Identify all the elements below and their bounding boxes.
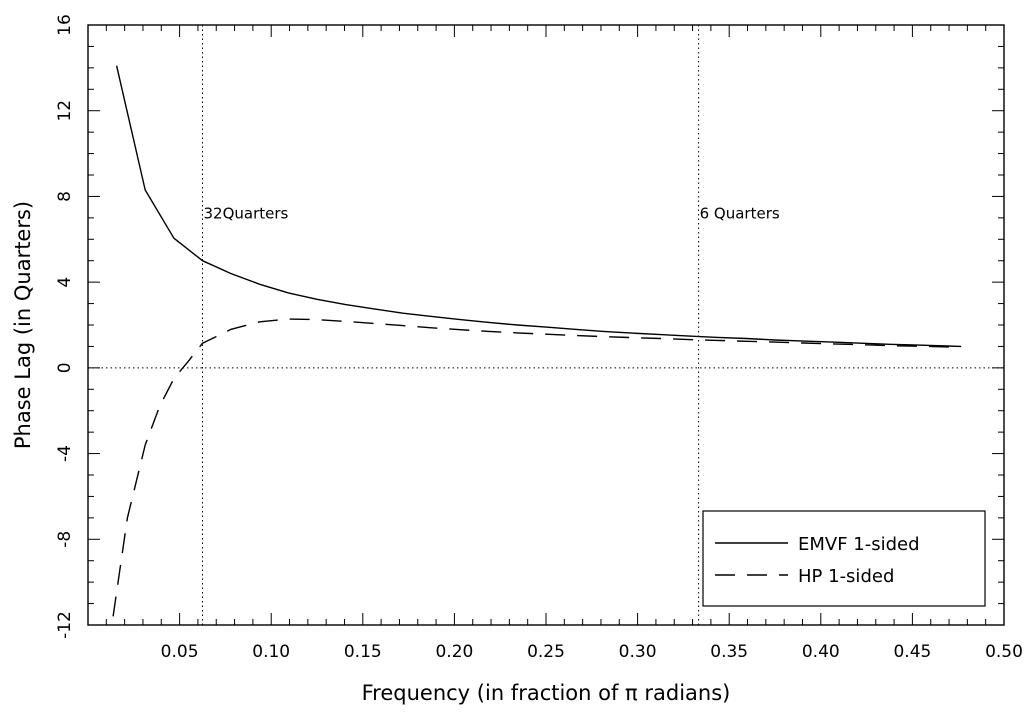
x-tick-labels: 0.05 0.10 0.15 0.20 0.25 0.30 0.35 0.40 0.45 0.50	[161, 642, 1023, 662]
legend: EMVF 1-sided HP 1-sided	[702, 510, 986, 607]
series-line-hp	[112, 318, 962, 617]
annotation-1: 6 Quarters	[700, 205, 780, 223]
x-tick-label: 0.40	[802, 642, 840, 662]
axis-ticks	[88, 24, 1005, 626]
annotations: 32Quarters 6 Quarters	[204, 205, 780, 223]
y-tick-label: 4	[55, 277, 75, 288]
x-tick-label: 0.30	[619, 642, 657, 662]
series-line-emvf	[115, 65, 962, 348]
x-tick-label: 0.45	[893, 642, 931, 662]
y-tick-label: -12	[55, 611, 75, 639]
reference-lines	[88, 25, 1004, 625]
legend-label-hp: HP 1-sided	[798, 566, 894, 587]
y-tick-labels: -12 -8 -4 0 4 8 12 16	[55, 14, 75, 639]
series-layer	[112, 65, 962, 617]
x-tick-label: 0.10	[252, 642, 290, 662]
x-axis-title: Frequency (in fraction of π radians)	[362, 681, 731, 705]
x-tick-label: 0.15	[344, 642, 382, 662]
y-tick-label: -4	[55, 445, 75, 462]
x-tick-label: 0.35	[710, 642, 748, 662]
annotation-0: 32Quarters	[204, 205, 289, 223]
y-tick-label: 0	[55, 362, 75, 373]
legend-label-emvf: EMVF 1-sided	[798, 534, 920, 555]
y-axis-title: Phase Lag (in Quarters)	[11, 201, 35, 449]
x-tick-label: 0.25	[527, 642, 565, 662]
y-tick-label: 8	[55, 191, 75, 202]
y-tick-label: -8	[55, 531, 75, 548]
legend-box	[702, 510, 986, 607]
x-tick-label: 0.05	[161, 642, 199, 662]
y-tick-label: 12	[55, 100, 75, 122]
y-tick-label: 16	[55, 14, 75, 36]
x-tick-label: 0.20	[435, 642, 473, 662]
x-tick-label: 0.50	[985, 642, 1023, 662]
